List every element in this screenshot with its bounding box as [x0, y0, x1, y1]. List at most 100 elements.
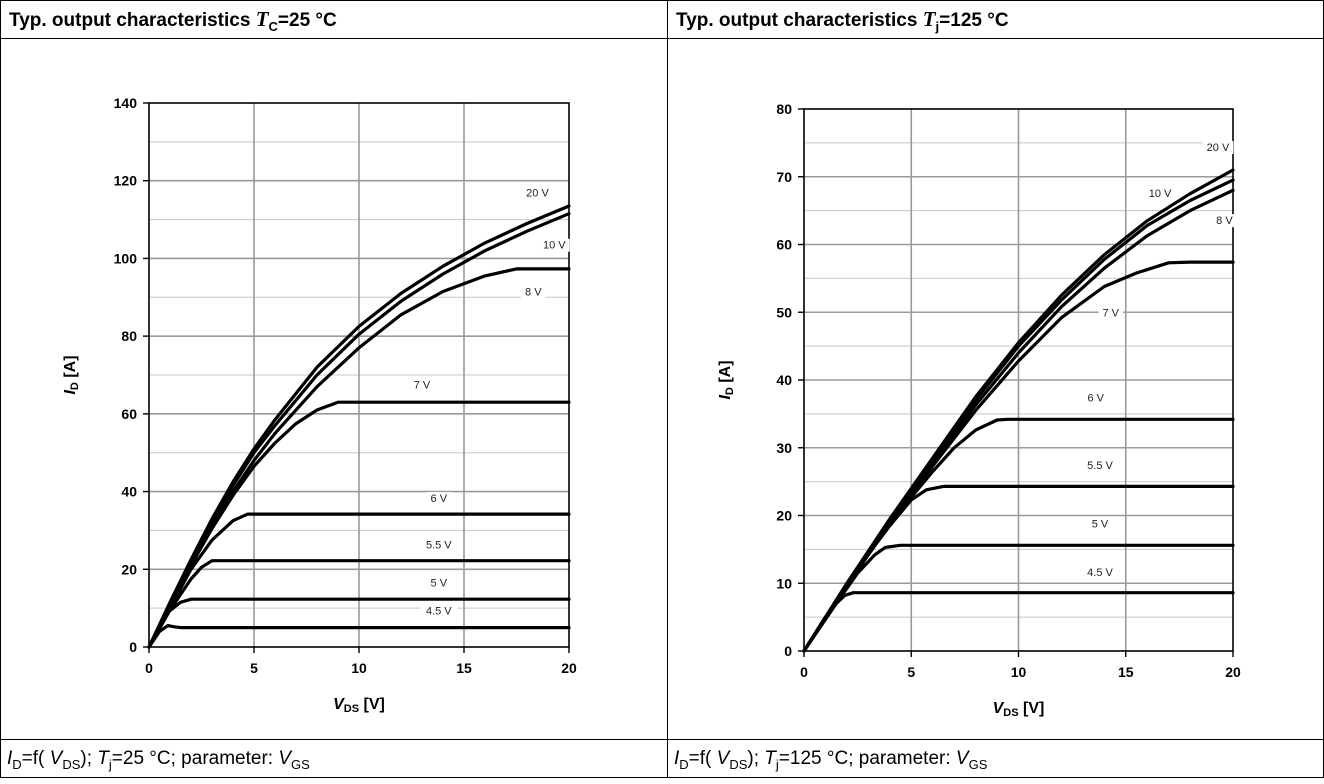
y-tick-label: 0: [784, 643, 792, 659]
series-label-bg: [1081, 565, 1119, 579]
footer-part: =25 °C; parameter:: [111, 748, 279, 769]
axis-subscript: DS: [1003, 707, 1018, 719]
panel-header: Typ. output characteristics Tj=125 °C: [668, 1, 1323, 39]
x-tick-label: 10: [351, 660, 367, 676]
x-tick-label: 15: [456, 660, 472, 676]
y-tick-label: 60: [776, 237, 792, 253]
chart-tc25: 0 20 40 60 80 100 120 140 0 5 10 15 20 VDS [V] ID [A] 2…: [62, 95, 577, 715]
footer-part: T: [764, 748, 776, 769]
footer-part: V: [955, 748, 969, 769]
header-subscript: C: [268, 18, 278, 34]
series-label-bg: [521, 285, 546, 299]
axis-unit: [A]: [62, 355, 79, 382]
y-tick-label: 80: [776, 101, 792, 117]
axis-symbol: V: [333, 696, 345, 713]
series-label-bg: [1083, 391, 1109, 405]
header-text: Typ. output characteristics: [676, 10, 923, 31]
series-label-bg: [1087, 517, 1113, 531]
series-group: [802, 168, 1235, 653]
chart-tj125: 0 10 20 30 40 50 60 70 80 0 5 10 15 20 VDS [V] ID [A] 20…: [717, 101, 1241, 719]
footer-part: V: [49, 748, 63, 769]
series-label: 5 V: [1092, 519, 1109, 531]
series-label: 5 V: [431, 577, 448, 589]
series-label: 5.5 V: [426, 539, 452, 551]
series-line: [802, 591, 1235, 653]
y-tick-label: 40: [121, 484, 137, 500]
axis-unit: [V]: [359, 696, 385, 713]
series-label-bg: [409, 378, 435, 392]
footer-part: V: [716, 748, 730, 769]
footer-part: j: [108, 756, 112, 772]
series-line: [147, 512, 571, 649]
footer-part: GS: [291, 756, 310, 772]
x-tick-label: 0: [800, 664, 808, 680]
x-axis-label: VDS [V]: [993, 700, 1045, 719]
series-line: [147, 559, 571, 649]
footer-part: I: [7, 748, 13, 769]
header-condition: =125 °C: [939, 10, 1009, 31]
series-label: 6 V: [1087, 393, 1104, 405]
series-line: [147, 400, 571, 649]
y-tick-label: 30: [776, 440, 792, 456]
series-label-bg: [1144, 187, 1176, 201]
y-tick-label: 100: [114, 250, 138, 266]
footer-part: GS: [968, 756, 988, 772]
y-tick-label: 10: [776, 575, 792, 591]
series-label-bg: [426, 576, 452, 590]
y-tick-label: 140: [114, 95, 138, 111]
series-label: 20 V: [526, 187, 549, 199]
panel-footer: ID=f( VDS); Tj=125 °C; parameter: VGS: [668, 739, 1323, 777]
series-label: 8 V: [525, 286, 542, 298]
footer-part: =125 °C; parameter:: [778, 748, 956, 769]
footer-part: I: [674, 748, 680, 769]
footer-part: D: [12, 756, 22, 772]
series-line: [147, 212, 571, 649]
x-axis-label: VDS [V]: [333, 696, 385, 715]
series-label: 10 V: [543, 240, 566, 252]
series-label: 10 V: [1149, 188, 1172, 200]
grid: [804, 109, 1233, 651]
y-tick-label: 60: [121, 406, 137, 422]
axis-symbol: I: [717, 395, 734, 400]
y-tick-label: 40: [776, 372, 792, 388]
header-symbol: T: [922, 7, 936, 31]
grid: [149, 103, 569, 647]
panel-left: Typ. output characteristics TC=25 °C 0 20…: [1, 1, 668, 777]
series-label-bg: [1081, 458, 1119, 472]
axis-unit: [A]: [717, 360, 734, 387]
x-tick-label: 20: [1225, 664, 1241, 680]
series-line: [147, 623, 571, 649]
header-symbol: T: [255, 7, 269, 31]
panel-footer: ID=f( VDS); Tj=25 °C; parameter: VGS: [1, 739, 667, 777]
x-tick-label: 5: [907, 664, 915, 680]
header-condition: =25 °C: [277, 10, 337, 31]
series-label: 7 V: [1102, 307, 1119, 319]
header-text: Typ. output characteristics: [9, 10, 256, 31]
footer-part: );: [80, 748, 98, 769]
y-tick-label: 20: [121, 561, 137, 577]
y-tick-label: 20: [776, 508, 792, 524]
axis-subscript: DS: [344, 703, 359, 715]
series-label: 4.5 V: [1087, 567, 1113, 579]
y-axis-label: ID [A]: [717, 360, 736, 399]
axis-symbol: V: [993, 700, 1005, 717]
footer-part: =f(: [21, 748, 50, 769]
footer-part: T: [97, 748, 109, 769]
series-label-bg: [538, 238, 570, 252]
footer-part: =f(: [688, 748, 717, 769]
footer-part: j: [775, 756, 779, 772]
series-label: 6 V: [431, 493, 448, 505]
y-tick-label: 70: [776, 169, 792, 185]
axis-subscript: D: [724, 387, 736, 395]
series-label-bg: [420, 538, 458, 552]
y-tick-label: 0: [129, 639, 137, 655]
y-axis-label: ID [A]: [62, 355, 81, 394]
series-label-bg: [1202, 141, 1234, 155]
series-label: 20 V: [1207, 142, 1230, 154]
footer-part: );: [747, 748, 765, 769]
footer-part: D: [679, 756, 689, 772]
series-label-bg: [420, 604, 458, 618]
series-label: 7 V: [414, 380, 431, 392]
series-label-bg: [1098, 306, 1124, 320]
